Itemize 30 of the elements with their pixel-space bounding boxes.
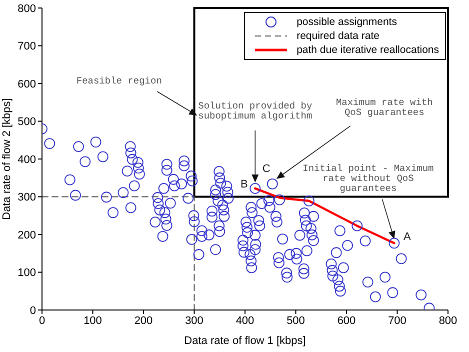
- y-tick-label: 500: [18, 116, 36, 128]
- y-tick-label: 700: [18, 40, 36, 53]
- x-tick-label: 0: [38, 314, 46, 327]
- x-tick-label: 400: [236, 314, 254, 327]
- y-axis-title: Data rate of flow 2 [kbps]: [0, 98, 13, 220]
- annotation: Maximum rate with QoS guarantees: [336, 96, 433, 118]
- y-tick-label: 200: [18, 229, 36, 242]
- legend-label: possible assignments: [296, 15, 397, 29]
- y-tick-label: 0: [30, 304, 36, 317]
- x-tick-label: 200: [134, 314, 153, 327]
- x-tick-label: 500: [286, 314, 305, 327]
- x-tick-label: 800: [438, 314, 458, 327]
- annotation: Feasible region: [76, 76, 162, 86]
- legend-label: required data rate: [296, 29, 380, 43]
- annotation: B: [240, 178, 248, 190]
- x-tick-label: 300: [185, 314, 204, 327]
- y-tick-label: 300: [18, 192, 36, 204]
- x-tick-label: 100: [84, 314, 102, 327]
- annotation: A: [404, 231, 412, 244]
- y-tick-label: 800: [18, 2, 36, 15]
- y-tick-label: 600: [18, 78, 36, 90]
- x-tick-label: 600: [337, 314, 356, 327]
- annotation: Solution provided by suboptimum algorithm: [198, 100, 312, 122]
- y-tick-label: 100: [18, 267, 36, 280]
- y-tick-label: 400: [18, 154, 36, 166]
- annotation: Initial point - Maximum rate without QoS guarantees: [302, 163, 434, 194]
- x-axis-title: Data rate of flow 1 [kbps]: [184, 335, 306, 347]
- legend-label: path due iterative reallocations: [296, 43, 439, 57]
- x-tick-label: 700: [388, 314, 406, 327]
- annotation: C: [262, 162, 270, 175]
